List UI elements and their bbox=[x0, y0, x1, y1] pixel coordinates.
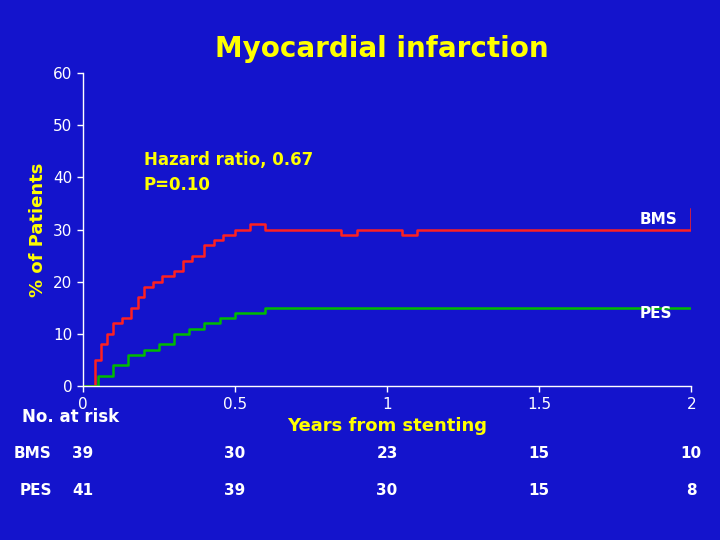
Text: Hazard ratio, 0.67
P=0.10: Hazard ratio, 0.67 P=0.10 bbox=[143, 151, 313, 194]
Text: 23: 23 bbox=[377, 446, 397, 461]
Y-axis label: % of Patients: % of Patients bbox=[30, 163, 48, 296]
Text: BMS: BMS bbox=[639, 212, 678, 227]
X-axis label: Years from stenting: Years from stenting bbox=[287, 417, 487, 435]
Text: 30: 30 bbox=[377, 483, 397, 498]
Text: PES: PES bbox=[639, 306, 672, 321]
Text: Myocardial infarction: Myocardial infarction bbox=[215, 35, 549, 63]
Text: No. at risk: No. at risk bbox=[22, 408, 119, 426]
Text: PES: PES bbox=[19, 483, 52, 498]
Text: BMS: BMS bbox=[14, 446, 52, 461]
Text: 10: 10 bbox=[680, 446, 702, 461]
Text: 15: 15 bbox=[528, 446, 549, 461]
Text: 30: 30 bbox=[224, 446, 246, 461]
Text: 8: 8 bbox=[686, 483, 696, 498]
Text: 41: 41 bbox=[72, 483, 94, 498]
Text: 39: 39 bbox=[224, 483, 246, 498]
Text: 39: 39 bbox=[72, 446, 94, 461]
Text: 15: 15 bbox=[528, 483, 549, 498]
